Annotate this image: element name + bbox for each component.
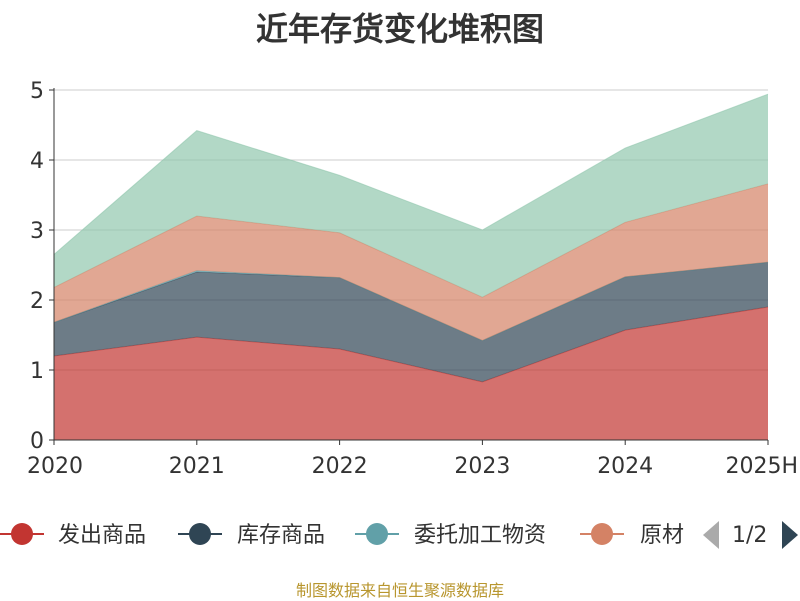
source-note: 制图数据来自恒生聚源数据库 bbox=[295, 581, 504, 600]
legend: 发出商品 库存商品 委托加工物资 原材 1/2 bbox=[0, 521, 798, 549]
y-tick-label: 3 bbox=[30, 219, 44, 244]
legend-marker bbox=[591, 523, 613, 545]
area-series-1 bbox=[54, 262, 768, 382]
legend-marker bbox=[189, 523, 211, 545]
area-series-line-4 bbox=[53, 93, 769, 255]
x-tick-label: 2020 bbox=[27, 454, 83, 479]
legend-label: 库存商品 bbox=[237, 523, 325, 548]
y-tick-label: 4 bbox=[30, 149, 44, 174]
x-tick-label: 2023 bbox=[454, 454, 510, 479]
legend-marker bbox=[11, 523, 33, 545]
legend-prev-page-icon[interactable] bbox=[703, 521, 719, 549]
legend-label: 发出商品 bbox=[58, 523, 146, 548]
y-tick-label: 2 bbox=[30, 289, 44, 314]
legend-marker bbox=[366, 523, 388, 545]
legend-label: 原材 bbox=[640, 523, 684, 548]
chart-title: 近年存货变化堆积图 bbox=[255, 10, 544, 48]
x-tick-label: 2021 bbox=[169, 454, 225, 479]
axes: 0 1 2 3 4 5 2020 2021 2022 2023 2024 2025H bbox=[27, 79, 798, 479]
legend-label: 委托加工物资 bbox=[414, 523, 546, 548]
x-tick-label: 2022 bbox=[312, 454, 368, 479]
legend-item: 原材 bbox=[580, 523, 684, 548]
y-tick-label: 0 bbox=[30, 429, 44, 454]
y-tick-label: 1 bbox=[30, 359, 44, 384]
area-series-4 bbox=[54, 94, 768, 298]
legend-page-indicator: 1/2 bbox=[732, 523, 767, 548]
y-tick-label: 5 bbox=[30, 79, 44, 104]
legend-next-page-icon[interactable] bbox=[782, 521, 798, 549]
area-series-group bbox=[53, 93, 769, 440]
area-series-3 bbox=[54, 183, 768, 341]
legend-item: 发出商品 bbox=[0, 523, 146, 548]
x-tick-label: 2024 bbox=[597, 454, 653, 479]
legend-item: 委托加工物资 bbox=[355, 523, 546, 548]
legend-item: 库存商品 bbox=[178, 523, 325, 548]
x-tick-label: 2025H bbox=[725, 454, 798, 479]
